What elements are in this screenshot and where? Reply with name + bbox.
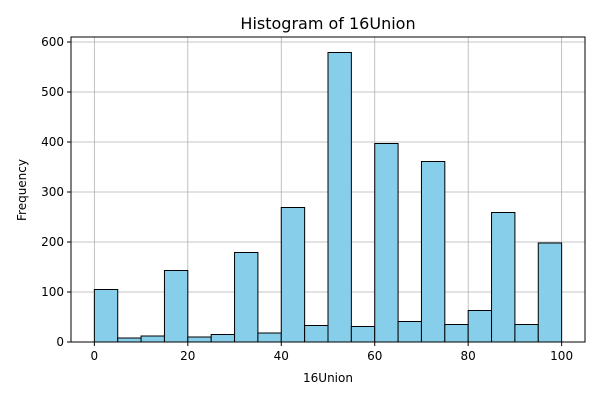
x-tick-label: 60 [367, 349, 382, 363]
histogram-bar [163, 270, 189, 343]
histogram-bar [420, 161, 446, 343]
histogram-bar [327, 52, 352, 343]
histogram-bar [210, 334, 236, 343]
y-tick-label: 600 [41, 35, 64, 49]
y-ticks: 0 100 200 300 400 500 600 [41, 35, 71, 349]
y-tick-label: 0 [56, 335, 64, 349]
y-tick-label: 500 [41, 85, 64, 99]
bars-layer [93, 52, 563, 343]
y-tick-label: 200 [41, 235, 64, 249]
x-ticks: 0 20 40 60 80 100 [91, 342, 573, 363]
histogram-bar [140, 335, 165, 343]
histogram-bar [467, 310, 493, 343]
histogram-bar [280, 207, 306, 343]
chart-title: Histogram of 16Union [240, 14, 415, 33]
histogram-bar [444, 324, 469, 343]
plot-frame [70, 36, 586, 343]
x-tick-label: 20 [180, 349, 195, 363]
histogram-bar [397, 321, 422, 343]
histogram-bar [117, 337, 142, 343]
histogram-bar [304, 325, 329, 343]
y-axis-label: Frequency [15, 159, 29, 221]
histogram-bar [537, 242, 563, 343]
x-axis-label: 16Union [303, 371, 353, 385]
histogram-bar [187, 336, 212, 343]
y-tick-label: 300 [41, 185, 64, 199]
x-tick-label: 100 [550, 349, 573, 363]
y-tick-label: 100 [41, 285, 64, 299]
histogram-bar [257, 332, 282, 343]
x-tick-label: 0 [91, 349, 99, 363]
x-tick-label: 40 [274, 349, 289, 363]
y-tick-label: 400 [41, 135, 64, 149]
x-tick-label: 80 [461, 349, 476, 363]
histogram-bar [93, 289, 119, 343]
histogram-bar [514, 324, 539, 343]
histogram-bar [374, 143, 399, 343]
histogram-bar [350, 326, 376, 343]
histogram-bar [491, 212, 516, 343]
histogram-bar [234, 252, 259, 343]
